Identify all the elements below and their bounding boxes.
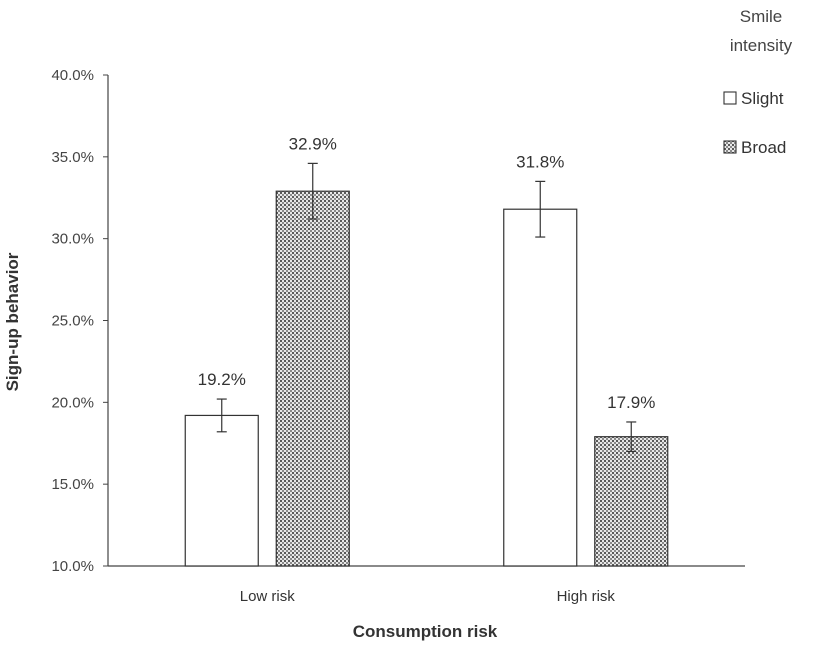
error-bars [216,162,637,453]
data-label: 17.9% [607,393,655,412]
y-tick-label: 30.0% [51,231,94,248]
legend-swatch-broad [723,140,737,154]
legend: Smile intensity Slight Broad [723,7,793,157]
y-tick-label: 10.0% [51,558,94,575]
y-axis-title: Sign-up behavior [3,252,22,391]
bars [184,190,669,567]
x-axis: Low risk High risk [108,565,745,605]
y-axis: 10.0% 15.0% 20.0% 25.0% 30.0% 35.0% 40.0% [51,67,109,575]
data-label: 19.2% [198,370,246,389]
legend-label-slight: Slight [741,89,784,108]
x-category-label: Low risk [240,588,296,605]
legend-title-line2: intensity [730,36,793,55]
y-tick-label: 15.0% [51,476,94,493]
data-labels: 19.2% 31.8% 32.9% 17.9% [198,134,656,412]
bar-slight [503,208,578,567]
x-category-label: High risk [557,588,616,605]
data-label: 32.9% [289,134,337,153]
y-tick-label: 25.0% [51,313,94,330]
legend-label-broad: Broad [741,138,786,157]
legend-title-line1: Smile [740,7,783,26]
bar-broad [594,436,669,567]
bar-broad [275,190,350,567]
y-tick-label: 40.0% [51,67,94,84]
legend-items: Slight Broad [723,89,786,157]
bar-slight [184,414,259,567]
x-axis-title: Consumption risk [353,622,498,641]
data-label: 31.8% [516,152,564,171]
legend-swatch-slight [723,91,737,105]
y-tick-label: 35.0% [51,149,94,166]
y-tick-label: 20.0% [51,394,94,411]
